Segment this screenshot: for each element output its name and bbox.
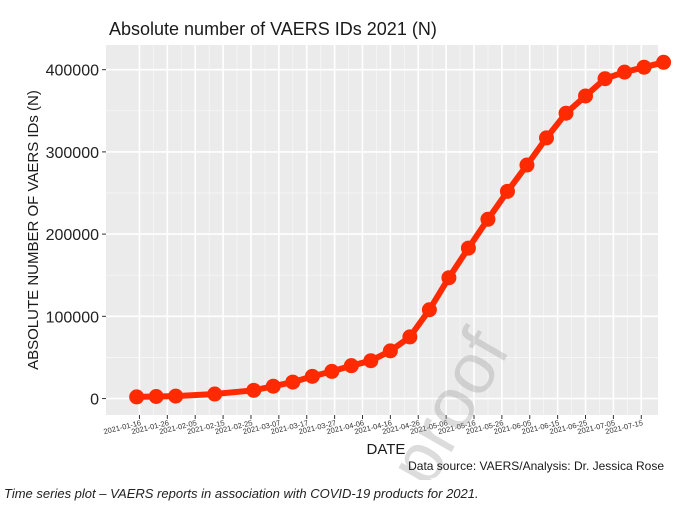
plot-panel — [106, 45, 658, 415]
vaers-line-chart: Absolute number of VAERS IDs 2021 (N) 0 1… — [25, 19, 672, 480]
data-point — [304, 368, 320, 384]
y-axis-label: ABSOLUTE NUMBER OF VAERS IDs (N) — [25, 90, 42, 370]
data-point — [597, 71, 613, 87]
data-point — [656, 54, 672, 70]
grid-lines — [106, 45, 658, 415]
data-series — [129, 54, 672, 405]
y-tick-label: 300000 — [46, 145, 99, 162]
data-point — [148, 389, 164, 404]
data-point — [617, 64, 633, 80]
data-point — [402, 329, 418, 345]
y-tick-label: 200000 — [46, 227, 99, 244]
data-point — [265, 378, 281, 394]
y-tick-label: 100000 — [46, 309, 99, 326]
x-axis-label: DATE — [367, 441, 406, 458]
figure-caption: Time series plot – VAERS reports in asso… — [4, 486, 479, 501]
data-point — [421, 302, 437, 318]
data-point — [343, 358, 359, 374]
data-point — [246, 382, 262, 398]
data-point — [363, 353, 379, 369]
data-point — [129, 389, 145, 405]
data-point — [519, 157, 535, 173]
data-point — [578, 88, 594, 104]
data-point — [538, 130, 554, 146]
data-point — [382, 343, 398, 359]
x-axis-ticks: 2021-01-162021-01-262021-02-052021-02-15… — [103, 415, 644, 436]
y-tick-label: 0 — [90, 392, 99, 409]
data-point — [168, 388, 184, 404]
data-point — [285, 374, 301, 390]
data-source-note: Data source: VAERS/Analysis: Dr. Jessica… — [408, 459, 664, 473]
y-axis-ticks: 0 100000 200000 300000 400000 — [46, 63, 106, 409]
data-point — [499, 183, 515, 199]
data-point — [558, 105, 574, 121]
data-point — [207, 386, 223, 402]
data-point — [460, 240, 476, 256]
data-point — [480, 211, 496, 227]
data-point — [324, 363, 340, 379]
chart-title: Absolute number of VAERS IDs 2021 (N) — [109, 19, 437, 39]
data-point — [441, 270, 457, 286]
y-tick-label: 400000 — [46, 63, 99, 80]
data-point — [636, 59, 652, 75]
